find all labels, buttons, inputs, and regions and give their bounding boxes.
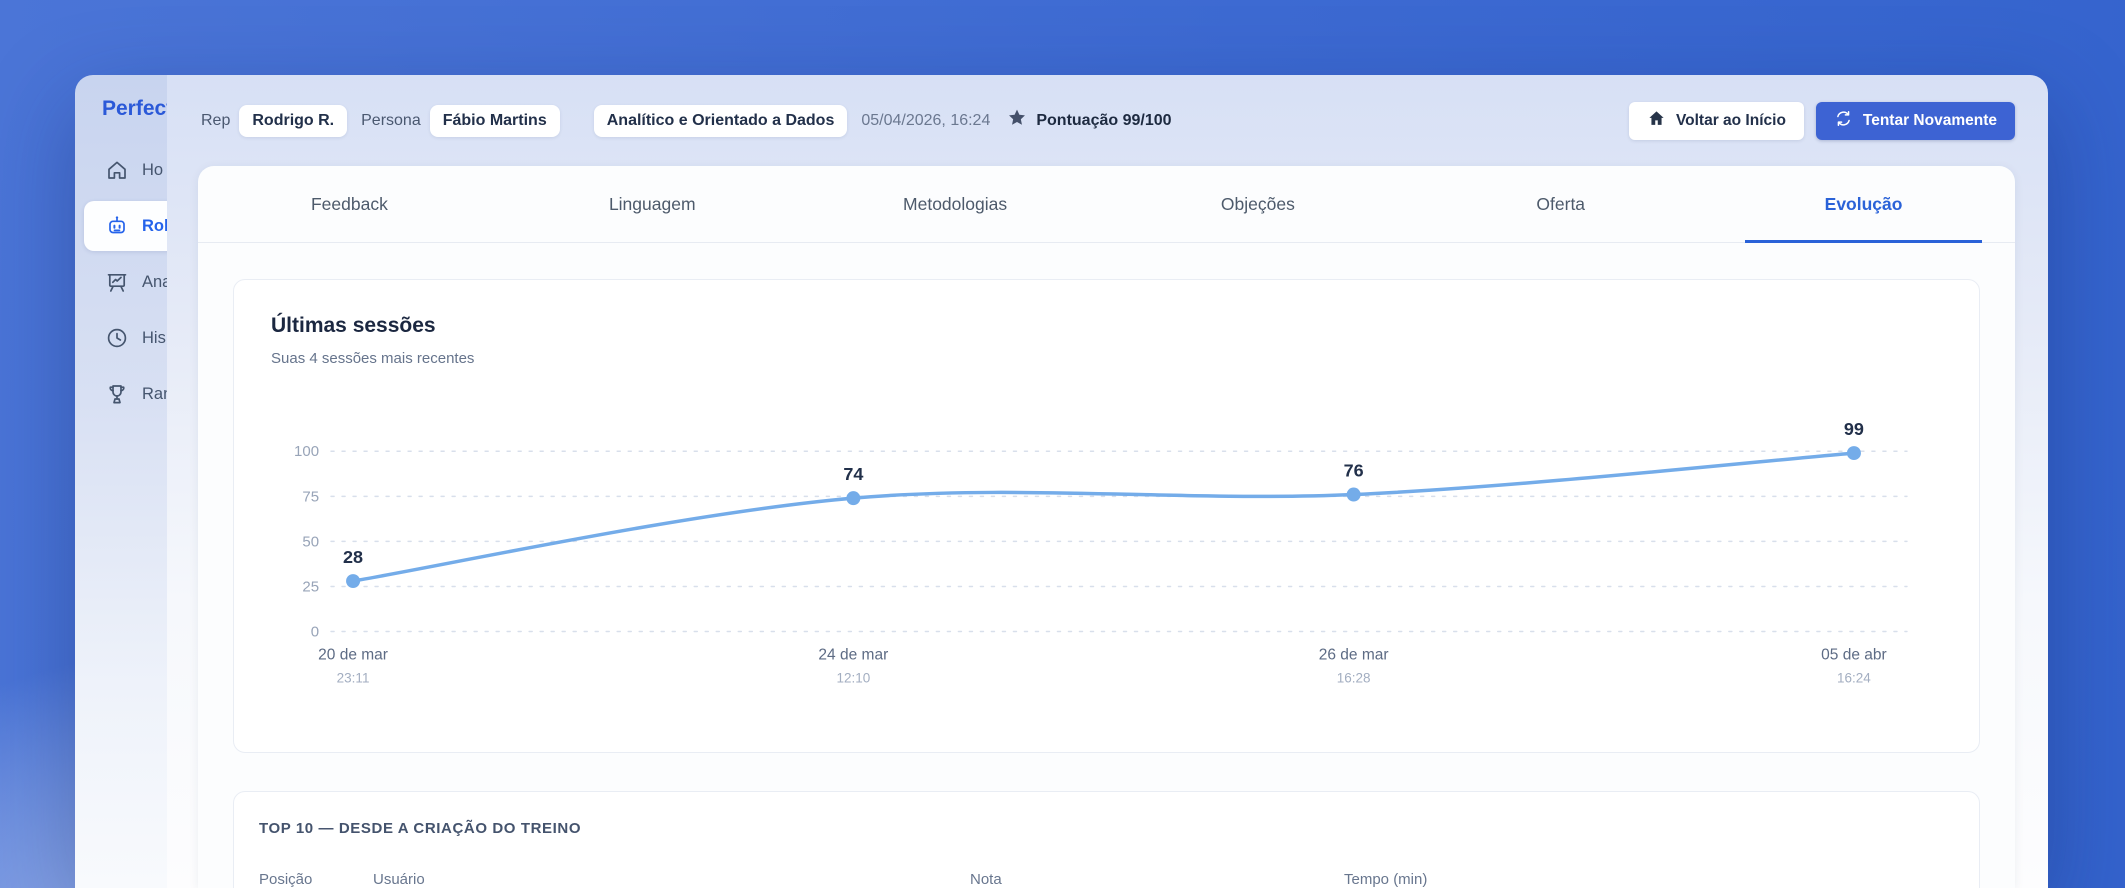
- tab-evolucao[interactable]: Evolução: [1712, 166, 2015, 243]
- column-usuario: Usuário: [373, 871, 425, 888]
- rep-label: Rep: [201, 111, 231, 129]
- column-posicao: Posição: [259, 871, 313, 888]
- leaderboard-title: TOP 10 — DESDE A CRIAÇÃO DO TREINO: [259, 820, 582, 837]
- trophy-icon: [105, 382, 129, 406]
- retry-button[interactable]: Tentar Novamente: [1815, 101, 2015, 140]
- svg-text:26 de mar: 26 de mar: [1319, 646, 1389, 663]
- sidebar-item-history[interactable]: His: [84, 313, 167, 363]
- back-home-button[interactable]: Voltar ao Início: [1628, 101, 1804, 140]
- sidebar-item-label: Ran: [142, 384, 167, 403]
- svg-text:24 de mar: 24 de mar: [818, 646, 888, 663]
- svg-text:76: 76: [1344, 461, 1364, 481]
- sessions-card: Últimas sessões Suas 4 sessões mais rece…: [233, 279, 1980, 753]
- clock-icon: [105, 326, 129, 350]
- rep-chip: Rodrigo R.: [239, 104, 348, 137]
- sidebar-item-analytics[interactable]: Ana: [84, 257, 167, 307]
- retry-label: Tentar Novamente: [1862, 111, 1997, 129]
- back-home-label: Voltar ao Início: [1675, 111, 1786, 129]
- star-icon: [1006, 107, 1028, 134]
- robot-icon: [105, 214, 129, 238]
- sidebar-item-label: His: [142, 328, 166, 347]
- svg-text:25: 25: [302, 578, 319, 595]
- leaderboard-card: TOP 10 — DESDE A CRIAÇÃO DO TREINO Posiç…: [233, 791, 1980, 888]
- home-icon: [1647, 109, 1666, 133]
- session-datetime: 05/04/2026, 16:24: [861, 111, 991, 129]
- tab-content: Últimas sessões Suas 4 sessões mais rece…: [198, 243, 2015, 888]
- tab-bar: Feedback Linguagem Metodologias Objeções…: [198, 166, 2015, 243]
- svg-text:23:11: 23:11: [337, 670, 370, 685]
- sidebar-item-home[interactable]: Ho: [84, 145, 167, 195]
- column-nota: Nota: [970, 871, 1002, 888]
- sidebar-item-ranking[interactable]: Ran: [84, 369, 167, 419]
- leaderboard-header-row: Posição Usuário Nota Tempo (min): [259, 871, 1954, 888]
- presentation-chart-icon: [105, 270, 129, 294]
- persona-profile-chip: Analítico e Orientado a Dados: [593, 104, 848, 137]
- sessions-card-title: Últimas sessões: [271, 314, 436, 337]
- session-header: Rep Rodrigo R. Persona Fábio Martins Ana…: [167, 75, 2048, 166]
- header-actions: Voltar ao Início Tentar Novamente: [1628, 101, 2015, 140]
- sidebar-item-label: Ho: [142, 160, 164, 179]
- sessions-card-subtitle: Suas 4 sessões mais recentes: [271, 350, 475, 367]
- svg-text:0: 0: [311, 624, 319, 641]
- svg-text:50: 50: [302, 533, 319, 550]
- sidebar-item-roleplay[interactable]: Rol: [84, 201, 167, 251]
- svg-text:74: 74: [843, 464, 863, 484]
- sidebar-item-label: Ana: [142, 272, 167, 291]
- svg-text:20 de mar: 20 de mar: [318, 646, 388, 663]
- column-tempo: Tempo (min): [1344, 871, 1428, 888]
- svg-text:99: 99: [1844, 419, 1864, 439]
- score-text: Pontuação 99/100: [1036, 111, 1172, 129]
- svg-text:28: 28: [343, 547, 363, 567]
- persona-label: Persona: [361, 111, 421, 129]
- svg-text:16:28: 16:28: [1337, 670, 1371, 685]
- sidebar-nav: Ho Rol: [75, 145, 167, 425]
- tab-linguagem[interactable]: Linguagem: [608, 193, 696, 214]
- tab-metodologias[interactable]: Metodologias: [903, 193, 1008, 214]
- score-badge: Pontuação 99/100: [1006, 107, 1172, 134]
- refresh-icon: [1834, 109, 1853, 133]
- svg-text:05 de abr: 05 de abr: [1821, 646, 1887, 663]
- tab-oferta[interactable]: Oferta: [1536, 193, 1586, 214]
- tab-feedback[interactable]: Feedback: [310, 193, 388, 214]
- svg-text:16:24: 16:24: [1837, 670, 1871, 685]
- persona-chip: Fábio Martins: [429, 104, 560, 137]
- svg-text:75: 75: [302, 488, 319, 505]
- sidebar-item-label: Rol: [142, 216, 167, 235]
- app-window: Rep Rodrigo R. Persona Fábio Martins Ana…: [75, 75, 2048, 888]
- main-area: Rep Rodrigo R. Persona Fábio Martins Ana…: [167, 75, 2048, 888]
- svg-text:100: 100: [294, 443, 319, 460]
- tab-objecoes[interactable]: Objeções: [1220, 193, 1295, 214]
- sidebar: Perfect Ho: [75, 75, 167, 888]
- sessions-line-chart: 0 25 50 75 100 28 20 de mar 23:11 74 24 de mar 12:…: [294, 419, 1908, 685]
- content-panel: Feedback Linguagem Metodologias Objeções…: [198, 166, 2015, 888]
- home-icon: [105, 158, 129, 182]
- svg-text:12:10: 12:10: [836, 670, 870, 685]
- app-logo[interactable]: Perfect: [102, 97, 167, 120]
